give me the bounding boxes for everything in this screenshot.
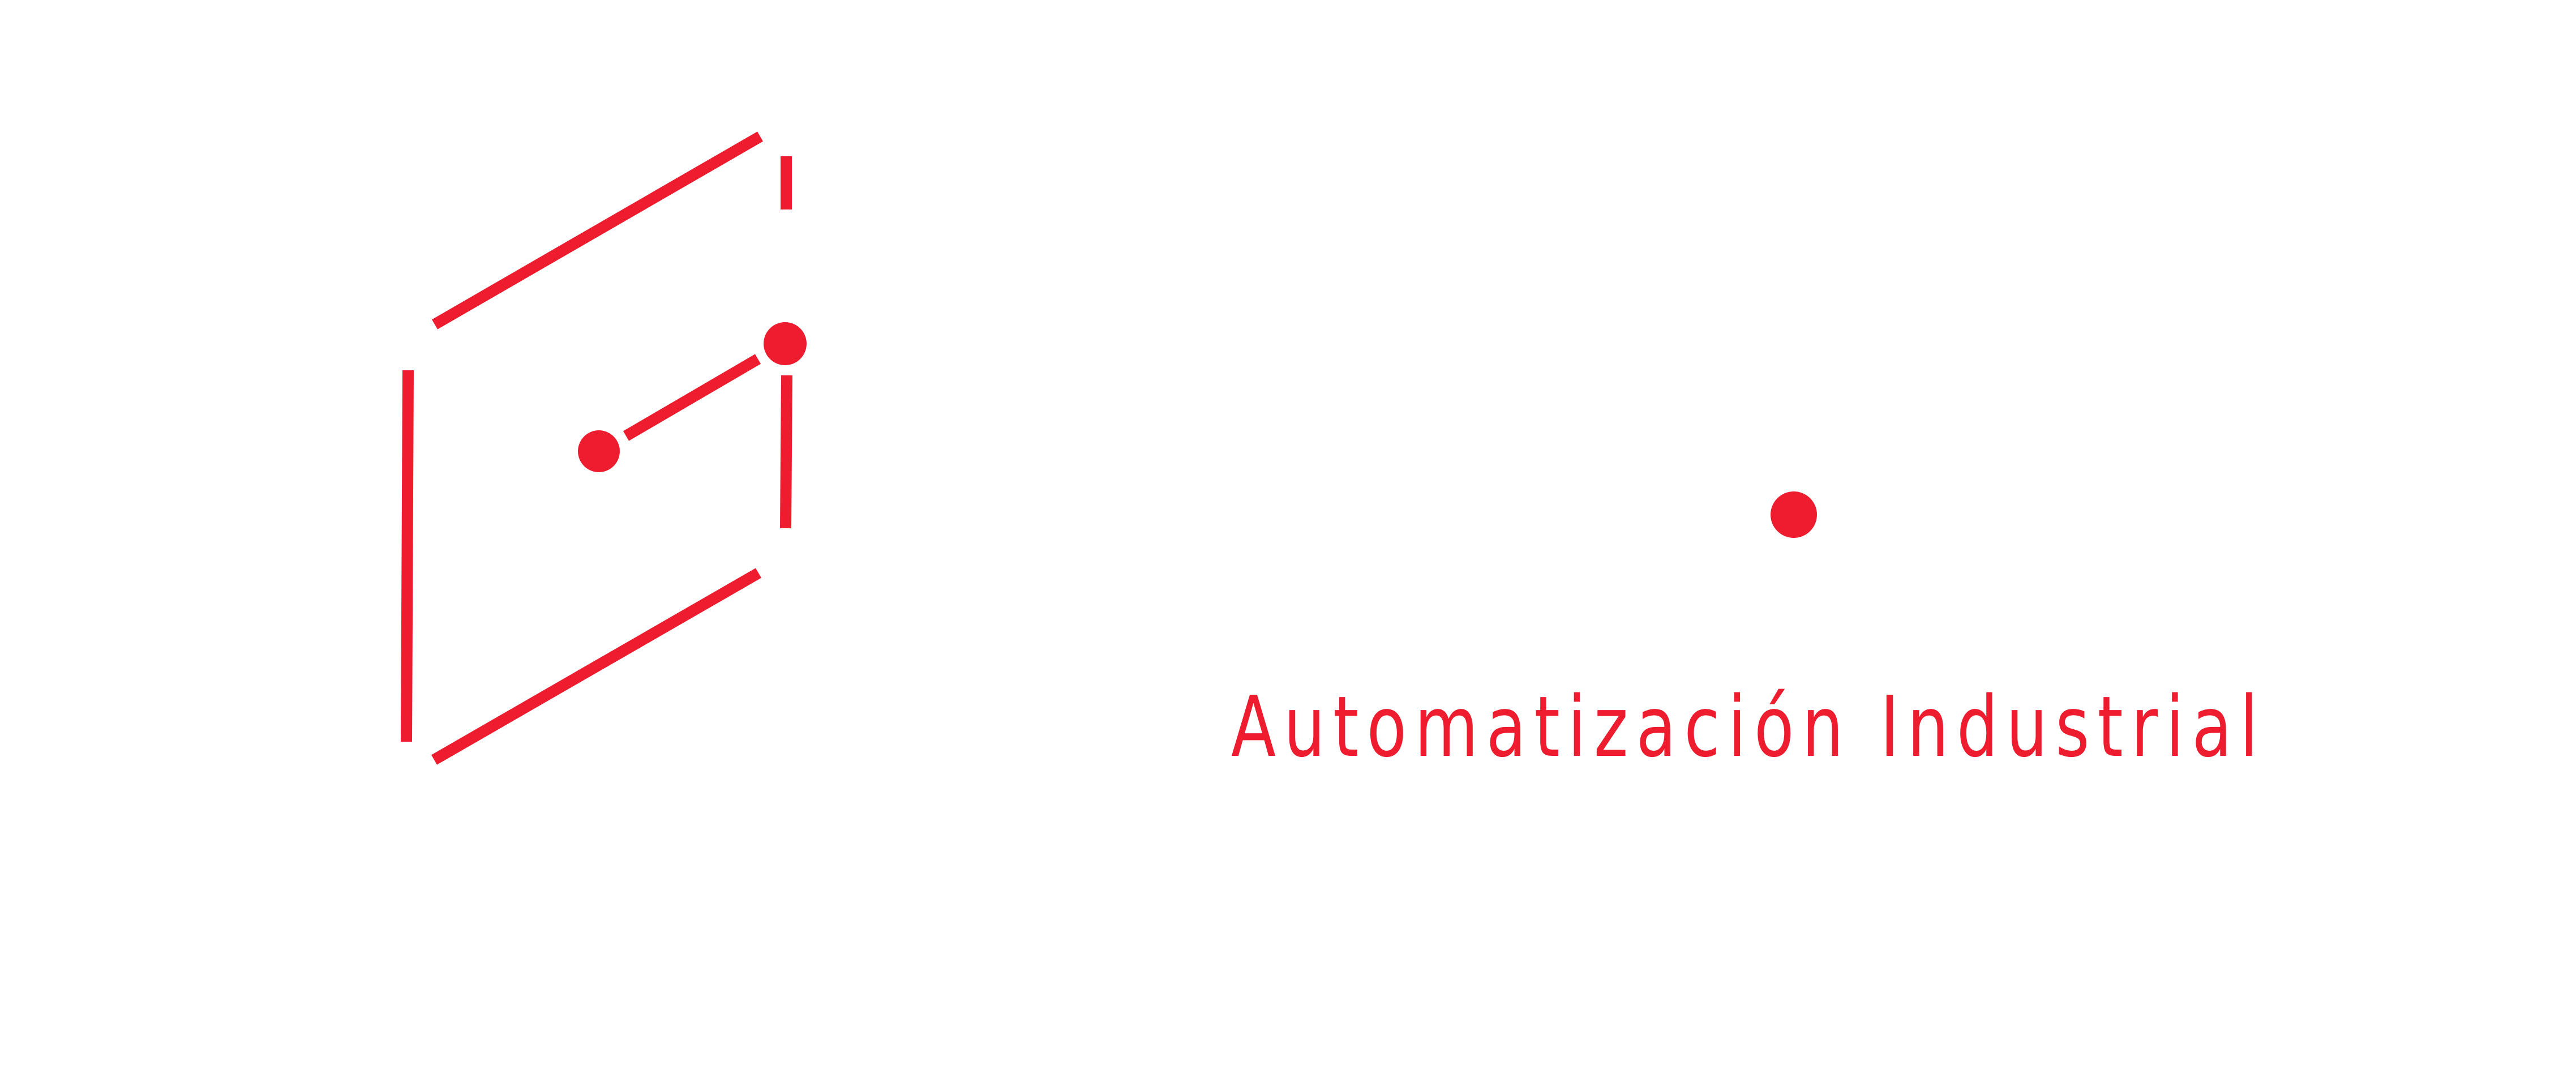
inner-left-node-dot — [578, 430, 620, 472]
mark-inner-diagonal-line — [623, 354, 761, 441]
red-dot-icon — [1771, 491, 1817, 538]
tagline-text: Automatización Industrial — [1231, 678, 2266, 776]
mark-top-diagonal-line — [431, 131, 764, 330]
mark-bottom-diagonal-line — [431, 568, 761, 765]
mark-left-vertical-line — [401, 370, 414, 742]
mark-right-vertical-line — [780, 375, 792, 529]
inner-right-node-dot — [764, 322, 807, 365]
hexagonal-circuit-mark-icon — [401, 131, 792, 765]
